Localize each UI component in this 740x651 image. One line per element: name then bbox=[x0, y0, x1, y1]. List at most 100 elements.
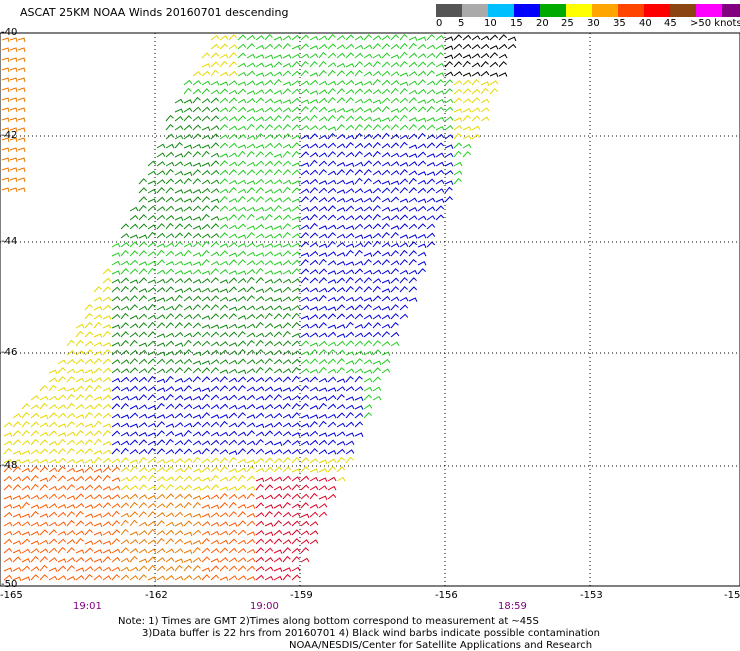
wind-barb bbox=[291, 70, 301, 77]
wind-barb bbox=[309, 45, 319, 50]
wind-barb bbox=[48, 448, 58, 455]
wind-barb bbox=[255, 457, 265, 464]
wind-barb bbox=[174, 387, 184, 392]
wind-barb bbox=[345, 232, 355, 239]
wind-barb bbox=[417, 261, 427, 266]
wind-barb bbox=[165, 168, 174, 176]
wind-barb bbox=[165, 322, 174, 329]
wind-barb bbox=[399, 242, 409, 248]
wind-barb bbox=[93, 531, 103, 537]
wind-barb bbox=[507, 43, 517, 50]
wind-barb bbox=[300, 215, 310, 221]
wind-barb bbox=[255, 556, 265, 563]
wind-barb bbox=[408, 144, 418, 150]
wind-barb bbox=[129, 566, 139, 572]
wind-barb bbox=[30, 574, 39, 581]
wind-barb bbox=[489, 88, 498, 95]
wind-barb bbox=[417, 117, 427, 123]
wind-barb bbox=[246, 440, 256, 446]
wind-barb bbox=[372, 204, 381, 212]
wind-barb bbox=[201, 504, 211, 509]
wind-barb bbox=[282, 214, 292, 221]
wind-barb bbox=[102, 286, 112, 293]
wind-barb bbox=[336, 358, 345, 365]
wind-barb bbox=[147, 467, 157, 473]
wind-barb bbox=[84, 540, 94, 545]
legend-swatch bbox=[488, 4, 514, 17]
wind-barb bbox=[165, 430, 175, 437]
wind-barb bbox=[444, 196, 453, 203]
wind-barb bbox=[255, 62, 265, 68]
wind-barb bbox=[435, 98, 445, 104]
wind-barb bbox=[138, 214, 147, 221]
wind-barb bbox=[138, 565, 148, 572]
wind-barb bbox=[156, 476, 166, 482]
wind-barb bbox=[336, 295, 346, 302]
wind-barb bbox=[453, 80, 463, 86]
wind-barb bbox=[165, 566, 175, 572]
wind-barb bbox=[336, 466, 346, 473]
wind-barb bbox=[462, 54, 472, 59]
wind-barb bbox=[174, 241, 183, 248]
wind-barb bbox=[399, 223, 409, 230]
wind-barb bbox=[147, 303, 156, 311]
wind-barb bbox=[264, 312, 273, 320]
wind-barb bbox=[345, 432, 355, 437]
wind-barb bbox=[264, 367, 273, 374]
wind-barb bbox=[102, 268, 112, 275]
wind-barb bbox=[66, 339, 75, 347]
wind-barb bbox=[291, 375, 300, 383]
wind-barb bbox=[255, 467, 265, 473]
wind-barb bbox=[129, 459, 139, 464]
wind-barb bbox=[336, 269, 346, 275]
wind-barb bbox=[237, 557, 247, 563]
wind-barb bbox=[363, 386, 373, 392]
wind-barb bbox=[291, 287, 301, 293]
wind-barb bbox=[291, 106, 301, 113]
wind-barb bbox=[165, 143, 175, 149]
wind-barb bbox=[183, 87, 192, 95]
wind-barb bbox=[444, 54, 454, 60]
wind-barb bbox=[246, 394, 256, 401]
wind-barb bbox=[426, 124, 436, 131]
wind-barb bbox=[228, 52, 237, 59]
wind-barb bbox=[237, 259, 246, 266]
wind-barb bbox=[210, 125, 220, 131]
wind-barb bbox=[318, 377, 328, 383]
wind-barb bbox=[345, 456, 354, 464]
wind-barb bbox=[390, 115, 399, 122]
wind-barb bbox=[102, 358, 112, 365]
wind-barb bbox=[183, 396, 193, 401]
wind-barb bbox=[309, 35, 319, 41]
wind-barb bbox=[129, 423, 139, 429]
wind-barb bbox=[111, 286, 121, 293]
wind-barb bbox=[381, 259, 390, 266]
wind-barb bbox=[273, 288, 283, 293]
wind-barb bbox=[318, 313, 328, 320]
wind-barb bbox=[129, 323, 139, 329]
wind-barb bbox=[255, 187, 264, 194]
wind-barb bbox=[255, 277, 264, 284]
wind-barb bbox=[300, 105, 309, 113]
wind-barb bbox=[246, 268, 256, 275]
wind-barb bbox=[354, 52, 364, 59]
wind-barb bbox=[300, 224, 310, 230]
wind-barb bbox=[75, 468, 85, 474]
wind-barb bbox=[201, 70, 211, 77]
wind-barb bbox=[165, 233, 175, 239]
wind-barb bbox=[327, 187, 337, 194]
wind-barb bbox=[93, 456, 102, 464]
wind-barb bbox=[147, 214, 157, 221]
wind-barb bbox=[246, 196, 256, 203]
wind-barb bbox=[273, 387, 283, 392]
wind-barb bbox=[17, 147, 26, 153]
wind-barb bbox=[39, 422, 49, 428]
wind-barb bbox=[363, 224, 373, 230]
wind-barb bbox=[138, 358, 148, 365]
wind-barb bbox=[417, 53, 427, 59]
wind-barb bbox=[354, 350, 364, 356]
wind-barb bbox=[192, 151, 201, 158]
wind-barb bbox=[228, 557, 238, 563]
wind-barb bbox=[93, 341, 103, 347]
